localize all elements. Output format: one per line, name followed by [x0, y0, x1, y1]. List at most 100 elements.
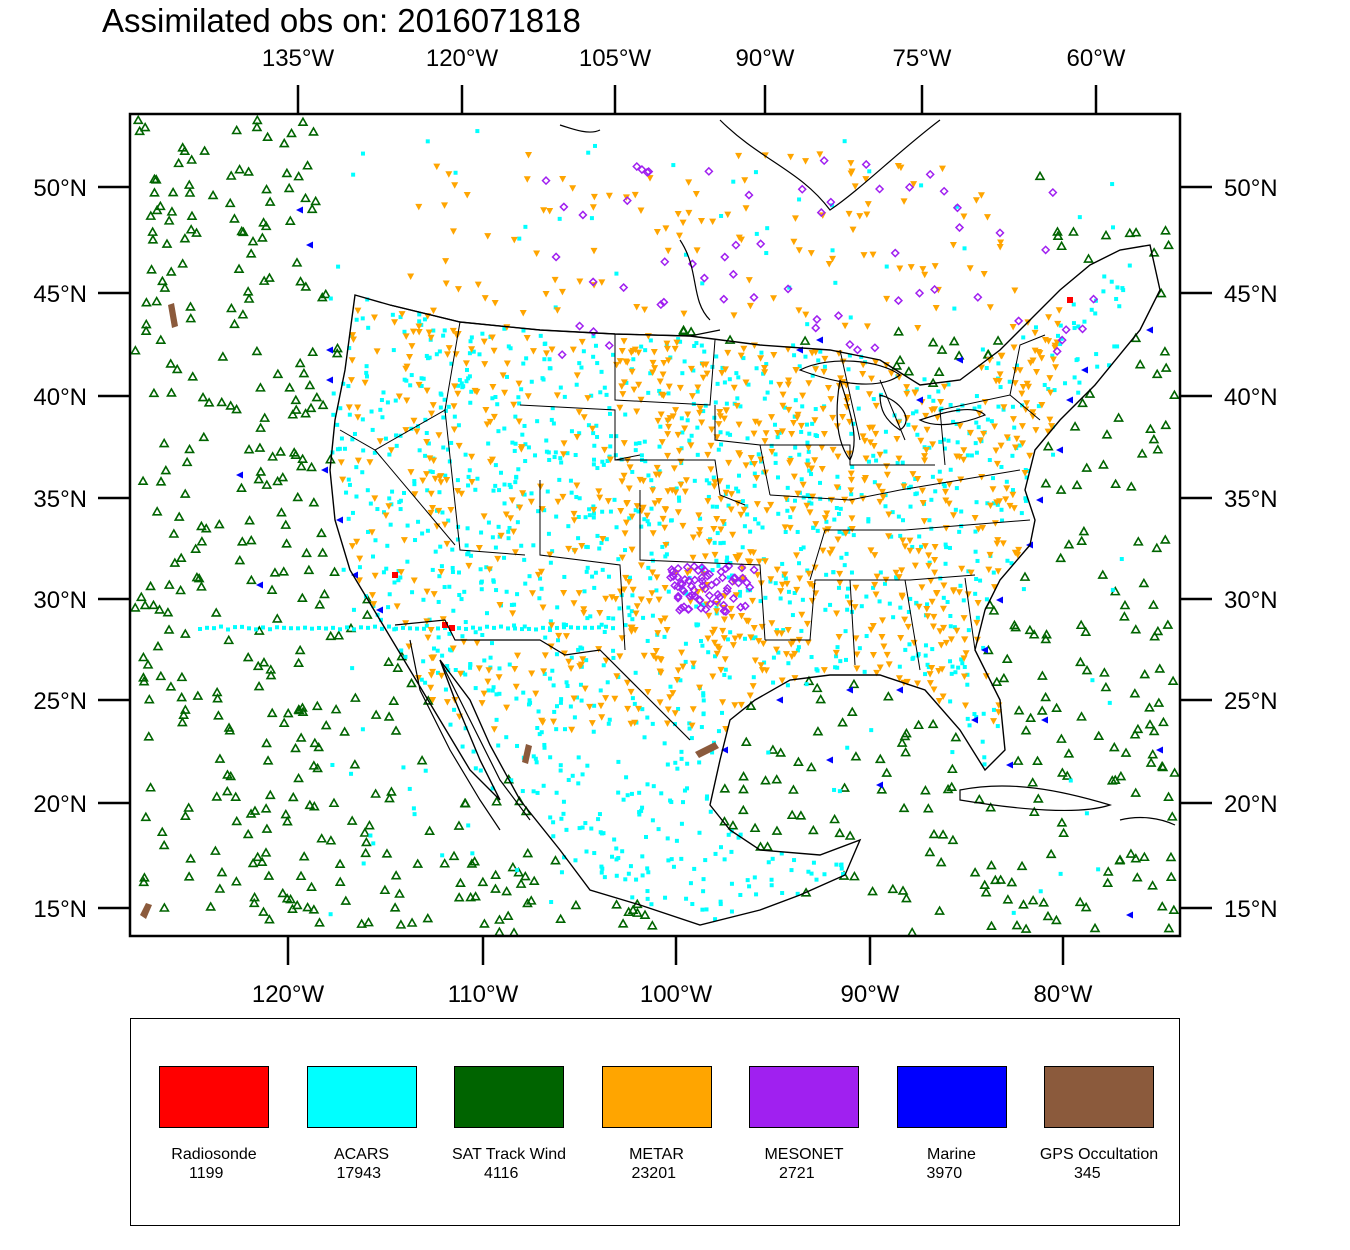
sat-wind-marker [143, 694, 155, 704]
obs-marker [390, 312, 395, 317]
metar-marker [516, 504, 524, 512]
sat-wind-marker [264, 914, 275, 924]
boundary-line [519, 404, 641, 461]
obs-marker [577, 826, 582, 831]
metar-marker [570, 510, 578, 518]
metar-marker [654, 417, 662, 425]
obs-marker [599, 864, 604, 869]
obs-marker [643, 459, 648, 464]
sat-wind-marker [1042, 441, 1054, 451]
obs-marker [683, 641, 688, 646]
obs-marker [804, 682, 809, 687]
sat-wind-marker [155, 476, 167, 486]
obs-marker [524, 356, 529, 361]
obs-marker [846, 367, 851, 372]
obs-marker [520, 627, 524, 632]
metar-marker [666, 694, 674, 701]
sat-wind-marker [803, 675, 815, 686]
sat-wind-marker [1024, 624, 1036, 635]
mesonet-marker [819, 156, 829, 166]
sat-wind-marker [308, 904, 320, 914]
obs-marker [554, 704, 559, 709]
obs-marker [360, 316, 365, 321]
obs-marker [384, 566, 389, 571]
sat-wind-marker [1108, 741, 1120, 752]
obs-marker [588, 614, 593, 619]
sat-wind-marker [260, 220, 272, 231]
obs-marker [590, 625, 594, 630]
sat-wind-marker [242, 286, 254, 296]
obs-marker [365, 297, 370, 302]
boundary-line [539, 480, 626, 651]
metar-marker [832, 649, 840, 657]
sat-wind-marker [812, 726, 824, 736]
metar-marker [676, 384, 684, 392]
mesonet-marker [676, 603, 686, 613]
marine-marker [996, 596, 1003, 604]
obs-marker [521, 361, 526, 366]
obs-marker [447, 631, 452, 636]
obs-marker [198, 626, 202, 631]
obs-marker [654, 588, 659, 593]
obs-marker [1058, 342, 1063, 347]
sat-wind-marker [1009, 619, 1020, 630]
obs-marker [502, 426, 507, 431]
obs-marker [908, 484, 913, 489]
obs-marker [981, 711, 986, 716]
metar-marker [828, 546, 836, 554]
metar-marker [725, 459, 733, 467]
mesonet-marker [706, 580, 717, 590]
obs-marker [469, 389, 474, 394]
mesonet-marker [797, 184, 807, 194]
mesonet-marker [728, 593, 739, 604]
obs-marker [915, 432, 920, 437]
sat-wind-marker [460, 798, 471, 808]
metar-marker [767, 576, 775, 583]
obs-marker [516, 467, 521, 472]
mesonet-marker [690, 591, 700, 601]
metar-marker [763, 507, 771, 514]
obs-marker [776, 650, 781, 655]
obs-marker [752, 471, 757, 476]
obs-marker [716, 563, 721, 568]
obs-marker [420, 531, 425, 536]
metar-marker [876, 498, 884, 506]
obs-marker [674, 838, 679, 843]
sat-wind-marker [135, 591, 147, 602]
obs-marker [611, 626, 615, 631]
mesonet-marker [713, 589, 723, 600]
obs-marker [496, 429, 501, 434]
metar-marker [730, 312, 738, 319]
metar-marker [450, 426, 458, 433]
obs-marker [740, 499, 745, 504]
obs-marker [413, 538, 418, 543]
metar-marker [923, 606, 931, 613]
obs-marker [799, 628, 804, 633]
obs-marker [612, 497, 617, 502]
mesonet-marker [687, 590, 697, 600]
metar-marker [555, 632, 563, 640]
obs-marker [752, 483, 757, 488]
metar-marker [872, 591, 880, 598]
obs-marker [995, 502, 1000, 507]
sat-wind-marker [179, 704, 191, 714]
obs-marker [1038, 889, 1043, 894]
obs-marker [1010, 453, 1015, 458]
obs-marker [380, 415, 385, 420]
obs-marker [484, 565, 489, 570]
obs-marker [716, 447, 721, 452]
sat-wind-marker [850, 751, 862, 761]
obs-marker [942, 446, 947, 451]
marine-marker [1126, 911, 1133, 919]
sat-wind-marker [639, 909, 651, 919]
obs-marker [630, 696, 635, 701]
obs-marker [351, 172, 356, 177]
metar-marker [898, 594, 906, 601]
sat-wind-marker [280, 519, 292, 529]
sat-wind-marker [221, 785, 233, 796]
obs-marker [676, 337, 681, 342]
obs-marker [479, 579, 484, 584]
sat-wind-marker [1027, 895, 1039, 905]
right-lat-label: 25°N [1224, 688, 1278, 715]
obs-marker [646, 565, 651, 570]
